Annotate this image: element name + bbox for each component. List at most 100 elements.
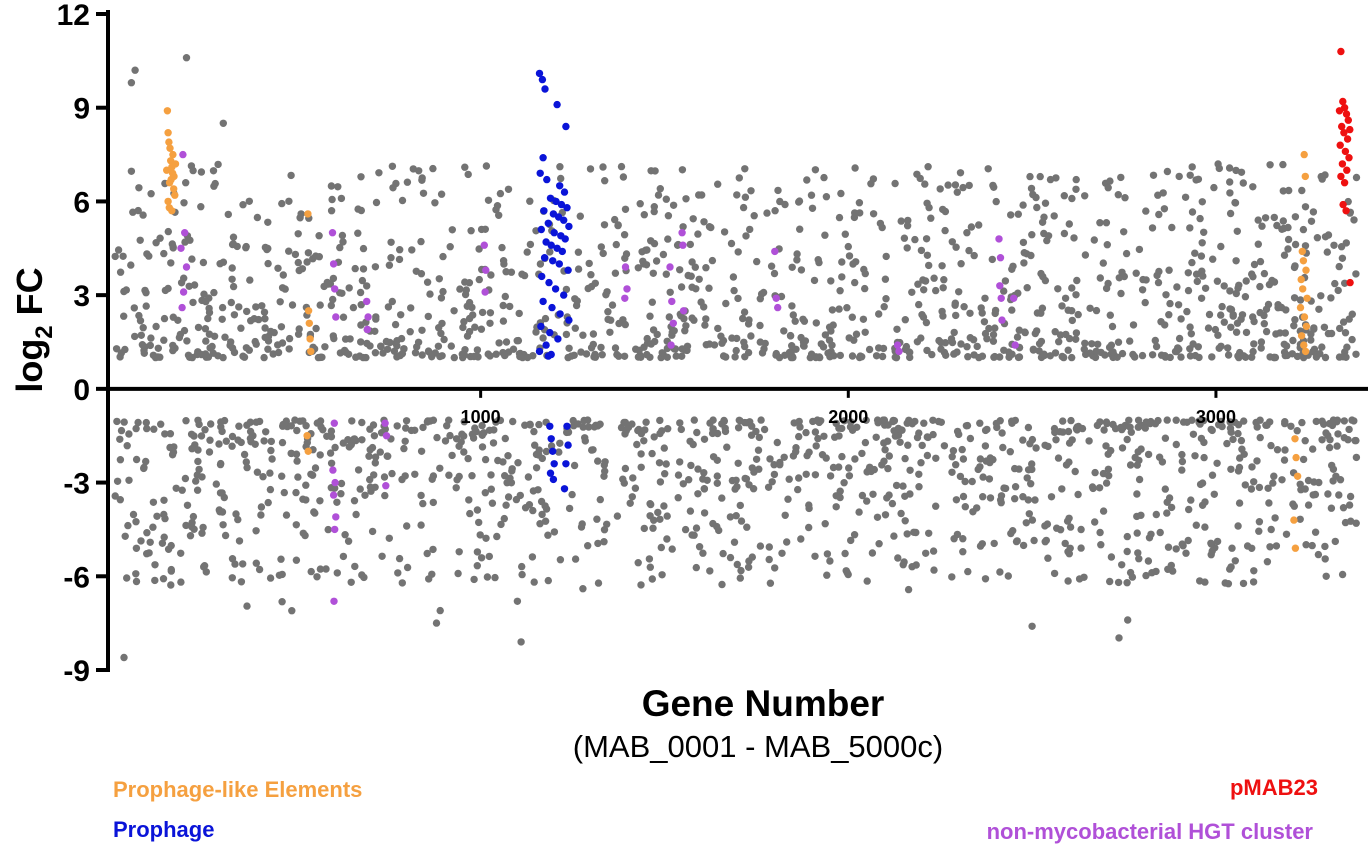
data-point [1321, 555, 1329, 563]
data-point [1236, 454, 1244, 462]
data-point [574, 420, 582, 428]
hgt_cluster-point [330, 419, 338, 427]
data-point [604, 308, 612, 316]
data-point [938, 262, 946, 270]
data-point [1154, 191, 1162, 199]
data-point [357, 321, 365, 329]
data-point [414, 338, 423, 346]
data-point [991, 306, 1000, 315]
data-point [950, 350, 959, 358]
data-point [358, 418, 366, 427]
data-point [1011, 464, 1019, 473]
data-point [310, 508, 318, 516]
y-axis-label-main: log [9, 339, 50, 393]
data-point [1008, 306, 1016, 314]
data-point [304, 249, 313, 257]
data-point [1033, 309, 1042, 317]
data-point [1220, 282, 1228, 290]
data-point [146, 538, 154, 546]
prophage_like-point [1297, 332, 1306, 340]
data-point [1231, 557, 1240, 565]
data-point [403, 522, 411, 530]
data-point [142, 302, 150, 310]
data-point [1267, 525, 1275, 534]
data-point [166, 443, 174, 452]
data-point [621, 320, 629, 329]
data-point [1081, 192, 1089, 200]
data-point [968, 477, 976, 486]
data-point [478, 443, 487, 451]
data-point [1318, 417, 1326, 425]
data-point [1254, 240, 1263, 248]
data-point [467, 227, 475, 235]
data-point [681, 525, 690, 534]
data-point [1299, 455, 1308, 464]
data-point [529, 487, 538, 495]
data-point [417, 491, 425, 500]
data-point [151, 561, 159, 569]
data-point [1059, 417, 1067, 425]
prophage_like-point [1296, 303, 1305, 312]
data-point [484, 350, 492, 358]
data-point [142, 457, 150, 466]
data-point [1029, 346, 1038, 354]
data-point [532, 464, 541, 472]
data-point [913, 433, 922, 442]
data-point [750, 212, 758, 220]
data-point [193, 486, 202, 494]
data-point [307, 470, 315, 478]
data-point [388, 297, 396, 306]
data-point [237, 578, 246, 586]
data-point [322, 565, 330, 573]
data-point [327, 427, 336, 435]
data-point [264, 218, 272, 226]
hgt_cluster-point [668, 297, 676, 306]
data-point [697, 298, 705, 306]
data-point [694, 490, 702, 498]
data-point [619, 173, 628, 181]
data-point [174, 316, 182, 324]
data-point [845, 472, 854, 480]
data-point [197, 432, 206, 440]
data-point [654, 191, 663, 199]
hgt_cluster-point [669, 319, 677, 327]
data-point [911, 235, 919, 244]
data-point [760, 425, 769, 434]
data-point [1026, 172, 1034, 181]
data-point [891, 179, 899, 188]
data-point [1182, 549, 1190, 557]
data-point [1175, 345, 1183, 353]
data-point [795, 198, 803, 206]
data-point [1278, 476, 1286, 484]
data-point [1290, 502, 1299, 510]
data-point [828, 341, 836, 349]
data-point [1175, 172, 1183, 181]
data-point [743, 523, 751, 531]
data-point [570, 351, 578, 359]
data-point [1031, 496, 1039, 504]
data-point [581, 437, 589, 445]
data-point [116, 456, 125, 464]
data-point [337, 490, 345, 498]
data-point [230, 348, 239, 357]
data-point [1323, 248, 1332, 256]
data-point [809, 417, 817, 426]
data-point [1231, 199, 1240, 207]
data-point [417, 270, 426, 278]
data-point [282, 511, 291, 519]
data-point [1152, 342, 1161, 351]
data-point [1350, 417, 1358, 425]
data-point [495, 211, 503, 219]
data-point [1257, 344, 1265, 352]
data-point [482, 534, 490, 542]
data-point [432, 619, 441, 627]
data-point [892, 481, 901, 490]
data-point [324, 525, 332, 534]
data-point [882, 295, 890, 303]
data-point [169, 244, 177, 252]
prophage-point [548, 303, 556, 312]
data-point [1152, 510, 1161, 519]
data-point [120, 312, 128, 320]
data-point [672, 352, 680, 360]
data-point [337, 479, 346, 488]
